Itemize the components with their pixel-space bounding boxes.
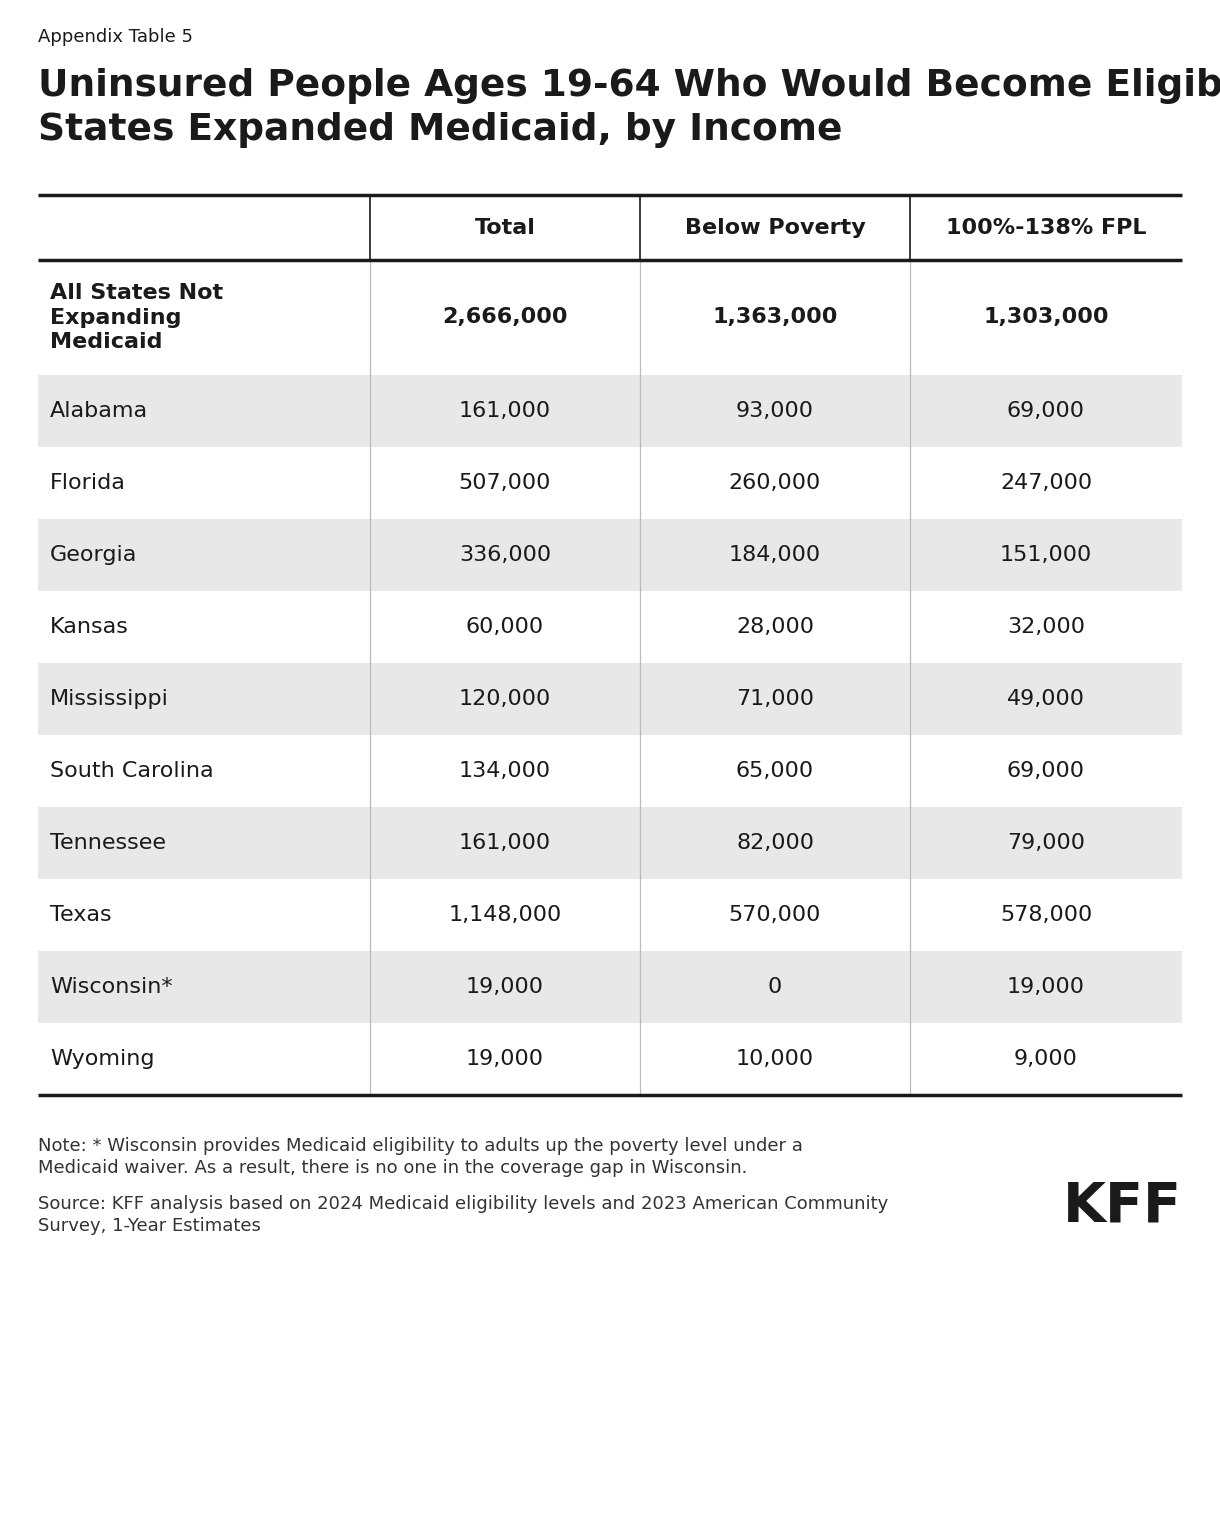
Text: Source: KFF analysis based on 2024 Medicaid eligibility levels and 2023 American: Source: KFF analysis based on 2024 Medic… [38, 1195, 888, 1213]
Bar [38, 807, 1182, 879]
Text: 161,000: 161,000 [459, 833, 551, 853]
Text: Alabama: Alabama [50, 401, 148, 421]
Text: 49,000: 49,000 [1006, 689, 1085, 708]
Text: 79,000: 79,000 [1006, 833, 1085, 853]
Text: 65,000: 65,000 [736, 762, 814, 781]
Text: 60,000: 60,000 [466, 617, 544, 637]
Text: 19,000: 19,000 [466, 1049, 544, 1069]
Text: 82,000: 82,000 [736, 833, 814, 853]
Text: Tennessee: Tennessee [50, 833, 166, 853]
Text: 151,000: 151,000 [1000, 546, 1092, 565]
Bar [38, 375, 1182, 447]
Text: 1,148,000: 1,148,000 [449, 904, 561, 926]
Bar [38, 518, 1182, 591]
Text: 19,000: 19,000 [1006, 977, 1085, 997]
Text: 71,000: 71,000 [736, 689, 814, 708]
Text: Georgia: Georgia [50, 546, 138, 565]
Text: Appendix Table 5: Appendix Table 5 [38, 27, 193, 46]
Text: Texas: Texas [50, 904, 111, 926]
Text: 336,000: 336,000 [459, 546, 551, 565]
Text: 134,000: 134,000 [459, 762, 551, 781]
Text: 247,000: 247,000 [1000, 473, 1092, 492]
Text: 578,000: 578,000 [1000, 904, 1092, 926]
Text: Survey, 1-Year Estimates: Survey, 1-Year Estimates [38, 1218, 261, 1234]
Text: Florida: Florida [50, 473, 126, 492]
Text: 0: 0 [767, 977, 782, 997]
Text: Total: Total [475, 217, 536, 237]
Text: Mississippi: Mississippi [50, 689, 168, 708]
Text: 120,000: 120,000 [459, 689, 551, 708]
Text: Kansas: Kansas [50, 617, 129, 637]
Text: Uninsured People Ages 19-64 Who Would Become Eligible if: Uninsured People Ages 19-64 Who Would Be… [38, 68, 1220, 103]
Text: 19,000: 19,000 [466, 977, 544, 997]
Text: 161,000: 161,000 [459, 401, 551, 421]
Text: Below Poverty: Below Poverty [684, 217, 865, 237]
Text: 10,000: 10,000 [736, 1049, 814, 1069]
Text: 9,000: 9,000 [1014, 1049, 1078, 1069]
Text: 28,000: 28,000 [736, 617, 814, 637]
Text: 32,000: 32,000 [1006, 617, 1085, 637]
Text: 69,000: 69,000 [1006, 762, 1085, 781]
Text: Wisconsin*: Wisconsin* [50, 977, 172, 997]
Text: 1,363,000: 1,363,000 [712, 307, 838, 327]
Text: States Expanded Medicaid, by Income: States Expanded Medicaid, by Income [38, 112, 843, 147]
Bar [38, 952, 1182, 1023]
Text: 93,000: 93,000 [736, 401, 814, 421]
Bar [38, 663, 1182, 736]
Text: 1,303,000: 1,303,000 [983, 307, 1109, 327]
Text: 69,000: 69,000 [1006, 401, 1085, 421]
Text: KFF: KFF [1063, 1180, 1182, 1233]
Text: 507,000: 507,000 [459, 473, 551, 492]
Text: 570,000: 570,000 [728, 904, 821, 926]
Text: All States Not
Expanding
Medicaid: All States Not Expanding Medicaid [50, 283, 223, 353]
Text: Wyoming: Wyoming [50, 1049, 155, 1069]
Text: 2,666,000: 2,666,000 [442, 307, 567, 327]
Text: Note: * Wisconsin provides Medicaid eligibility to adults up the poverty level u: Note: * Wisconsin provides Medicaid elig… [38, 1137, 803, 1155]
Text: 260,000: 260,000 [728, 473, 821, 492]
Text: 184,000: 184,000 [728, 546, 821, 565]
Text: 100%-138% FPL: 100%-138% FPL [946, 217, 1147, 237]
Text: Medicaid waiver. As a result, there is no one in the coverage gap in Wisconsin.: Medicaid waiver. As a result, there is n… [38, 1158, 748, 1176]
Text: South Carolina: South Carolina [50, 762, 214, 781]
